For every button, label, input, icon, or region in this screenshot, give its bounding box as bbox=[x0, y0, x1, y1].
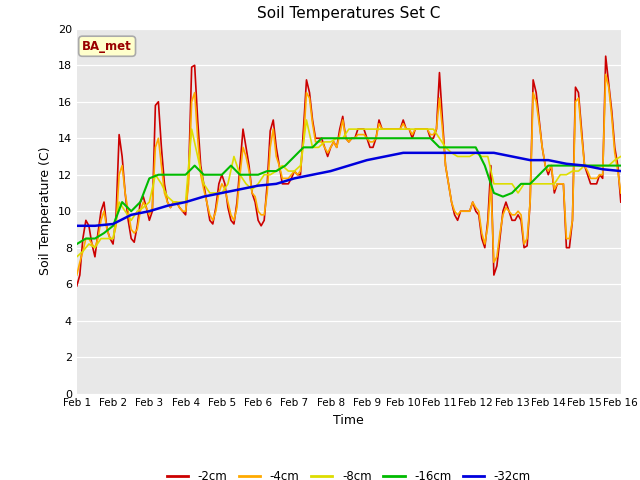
-8cm bbox=[605, 163, 612, 168]
Title: Soil Temperatures Set C: Soil Temperatures Set C bbox=[257, 6, 440, 21]
Legend: -2cm, -4cm, -8cm, -16cm, -32cm: -2cm, -4cm, -8cm, -16cm, -32cm bbox=[162, 465, 536, 480]
-32cm bbox=[200, 194, 207, 200]
-4cm bbox=[154, 135, 162, 141]
-32cm bbox=[381, 154, 389, 159]
-32cm bbox=[327, 168, 335, 174]
-16cm bbox=[73, 241, 81, 247]
-8cm bbox=[212, 190, 220, 196]
-32cm bbox=[508, 154, 516, 159]
-32cm bbox=[526, 157, 534, 163]
-16cm bbox=[200, 172, 207, 178]
-32cm bbox=[417, 150, 425, 156]
-8cm bbox=[303, 117, 310, 123]
-16cm bbox=[372, 135, 380, 141]
-2cm bbox=[224, 204, 232, 210]
-32cm bbox=[127, 212, 135, 218]
-2cm bbox=[617, 199, 625, 205]
-2cm bbox=[336, 126, 344, 132]
-16cm bbox=[182, 172, 189, 178]
-32cm bbox=[273, 181, 280, 187]
-32cm bbox=[182, 199, 189, 205]
Line: -32cm: -32cm bbox=[77, 153, 621, 226]
-4cm bbox=[333, 144, 340, 150]
-32cm bbox=[580, 163, 588, 168]
Text: BA_met: BA_met bbox=[82, 40, 132, 53]
Line: -4cm: -4cm bbox=[77, 74, 621, 275]
-32cm bbox=[308, 172, 316, 178]
-16cm bbox=[617, 163, 625, 168]
-32cm bbox=[363, 157, 371, 163]
-4cm bbox=[118, 163, 126, 168]
-2cm bbox=[524, 243, 531, 249]
-16cm bbox=[554, 163, 561, 168]
-4cm bbox=[224, 199, 232, 205]
Line: -8cm: -8cm bbox=[77, 120, 621, 257]
-8cm bbox=[73, 254, 81, 260]
-32cm bbox=[563, 161, 570, 167]
-32cm bbox=[545, 157, 552, 163]
-32cm bbox=[345, 163, 353, 168]
-4cm bbox=[73, 272, 81, 278]
-4cm bbox=[524, 236, 531, 241]
-8cm bbox=[200, 181, 207, 187]
-4cm bbox=[617, 190, 625, 196]
-32cm bbox=[291, 176, 298, 181]
-2cm bbox=[602, 53, 609, 59]
-32cm bbox=[73, 223, 81, 228]
-32cm bbox=[145, 208, 153, 214]
-4cm bbox=[602, 72, 609, 77]
-8cm bbox=[140, 204, 147, 210]
-4cm bbox=[336, 132, 344, 137]
-2cm bbox=[333, 144, 340, 150]
-32cm bbox=[109, 221, 117, 227]
Line: -2cm: -2cm bbox=[77, 56, 621, 286]
-8cm bbox=[617, 154, 625, 159]
-8cm bbox=[538, 181, 546, 187]
Y-axis label: Soil Temperature (C): Soil Temperature (C) bbox=[39, 147, 52, 276]
-32cm bbox=[472, 150, 479, 156]
X-axis label: Time: Time bbox=[333, 414, 364, 427]
-32cm bbox=[254, 183, 262, 189]
-32cm bbox=[164, 203, 172, 209]
-16cm bbox=[264, 168, 271, 174]
-2cm bbox=[73, 283, 81, 289]
-32cm bbox=[454, 150, 461, 156]
-32cm bbox=[617, 168, 625, 174]
-32cm bbox=[599, 167, 607, 172]
-32cm bbox=[218, 190, 226, 196]
-32cm bbox=[436, 150, 444, 156]
-2cm bbox=[118, 154, 126, 159]
-16cm bbox=[408, 135, 416, 141]
-2cm bbox=[154, 99, 162, 105]
-32cm bbox=[399, 150, 407, 156]
-32cm bbox=[91, 223, 99, 228]
-32cm bbox=[490, 150, 498, 156]
-8cm bbox=[611, 157, 619, 163]
-32cm bbox=[236, 186, 244, 192]
Line: -16cm: -16cm bbox=[77, 138, 621, 244]
-16cm bbox=[317, 135, 325, 141]
